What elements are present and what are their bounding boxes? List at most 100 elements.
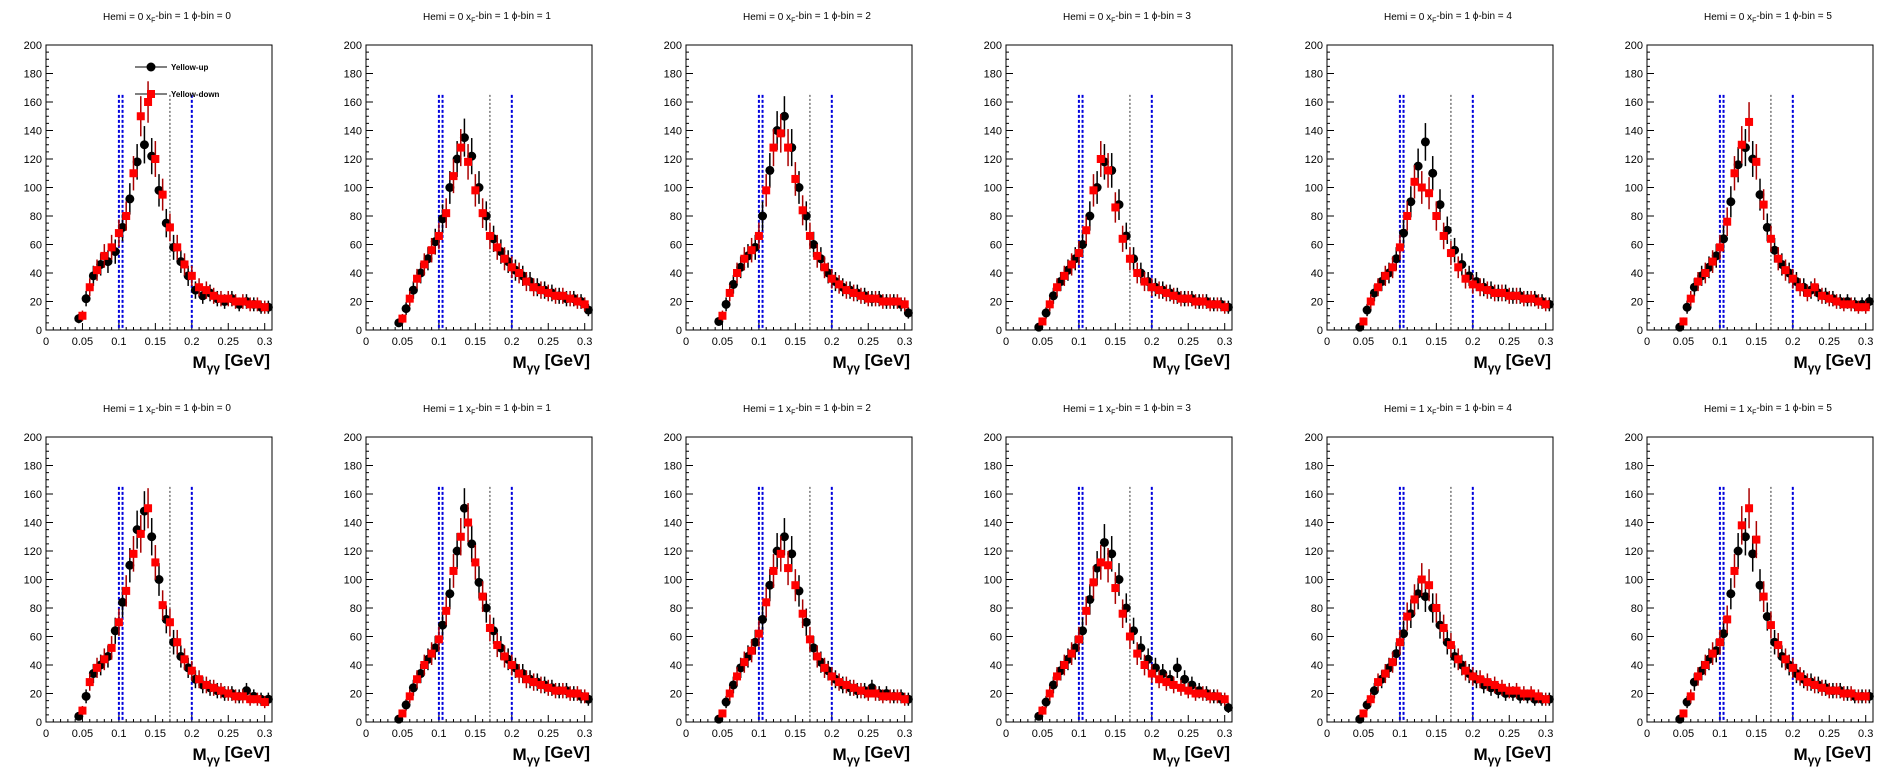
x-tick-label: 0.15 [465,336,486,348]
subscript-text: F [791,17,795,24]
y-tick-label: 140 [1625,518,1643,530]
yellow-down-point [427,246,436,255]
yellow-down-point [551,686,560,695]
subscript-text: γγ [1808,753,1822,767]
yellow-down-point [478,209,487,218]
yellow-down-point [1140,277,1149,286]
yellow-up-point [481,603,491,613]
y-tick-label: 160 [1625,489,1643,501]
y-tick-label: 140 [344,518,362,530]
x-axis-label: Mγγ [GeV] [1794,743,1871,767]
x-tick-label: 0.3 [897,336,912,348]
y-tick-label: 120 [984,154,1002,166]
yellow-down-point [100,655,109,664]
yellow-down-point [1374,678,1383,687]
y-tick-label: 80 [670,211,682,223]
x-tick-label: 0 [1644,728,1650,740]
yellow-up-point [1085,211,1095,221]
label-text: [GeV] [540,743,590,762]
y-tick-label: 20 [1631,297,1643,309]
x-tick-label: 0.2 [504,728,519,740]
yellow-down-point [718,311,727,320]
x-tick-label: 0.2 [1465,728,1480,740]
yellow-down-point [1191,689,1200,698]
x-tick-label: 0.05 [1032,336,1053,348]
y-tick-label: 140 [984,518,1002,530]
yellow-down-point [1774,254,1783,263]
yellow-down-point [522,277,531,286]
yellow-down-point [1133,649,1142,658]
yellow-down-point [93,266,102,275]
y-tick-label: 0 [1317,717,1323,729]
y-tick-label: 80 [350,211,362,223]
y-tick-label: 200 [664,40,682,52]
y-tick-label: 80 [670,603,682,615]
yellow-down-point [813,251,822,260]
subscript-text: F [471,17,475,24]
yellow-down-point [1752,157,1761,166]
yellow-down-point [1766,621,1775,630]
yellow-down-point [485,623,494,632]
x-tick-label: 0.15 [1426,728,1447,740]
yellow-up-point [1107,549,1117,559]
y-tick-label: 180 [1305,69,1323,81]
yellow-down-point [551,291,560,300]
yellow-down-point [573,297,582,306]
y-tick-label: 100 [984,575,1002,587]
yellow-down-point [1737,140,1746,149]
x-tick-label: 0.3 [1538,728,1553,740]
yellow-up-point [721,697,731,707]
y-tick-label: 60 [30,240,42,252]
yellow-down-point [1708,257,1717,266]
yellow-down-point [1060,271,1069,280]
yellow-down-point [500,652,509,661]
yellow-down-point [573,689,582,698]
y-tick-label: 20 [1631,689,1643,701]
subscript-text: γγ [207,361,221,375]
yellow-down-point [1541,695,1550,704]
yellow-down-point [1512,291,1521,300]
x-tick-label: 0 [363,336,369,348]
yellow-down-point [740,658,749,667]
yellow-down-point [1497,288,1506,297]
yellow-up-point [125,560,135,570]
x-tick-label: 0 [1644,336,1650,348]
x-tick-label: 0.2 [1785,728,1800,740]
x-tick-label: 0.3 [577,336,592,348]
yellow-up-point [765,580,775,590]
x-tick-label: 0.2 [504,336,519,348]
y-tick-label: 180 [984,69,1002,81]
yellow-down-point [449,566,458,575]
yellow-down-point [1759,592,1768,601]
yellow-down-point [558,686,567,695]
yellow-down-point [1461,666,1470,675]
yellow-down-point [1206,300,1215,309]
yellow-down-point [1825,686,1834,695]
y-tick-label: 200 [24,40,42,52]
yellow-down-point [238,692,247,701]
yellow-up-point [1391,254,1401,264]
yellow-down-point [1381,271,1390,280]
yellow-down-point [151,558,160,567]
x-tick-label: 0.15 [1746,728,1767,740]
label-text: M [193,353,207,372]
yellow-down-point [1038,317,1047,326]
yellow-down-point [791,174,800,183]
yellow-up-point [132,157,142,167]
yellow-up-point [1719,629,1729,639]
y-tick-label: 140 [24,126,42,138]
y-tick-label: 0 [1637,717,1643,729]
yellow-up-point [728,279,738,289]
yellow-up-point [452,546,462,556]
yellow-down-point [1184,686,1193,695]
yellow-down-point [253,300,262,309]
yellow-down-point [144,504,153,513]
yellow-down-point [1737,521,1746,530]
yellow-down-point [122,586,131,595]
x-tick-label: 0.2 [1144,336,1159,348]
y-tick-label: 60 [1311,632,1323,644]
yellow-up-point [445,589,455,599]
x-tick-label: 0.2 [1144,728,1159,740]
yellow-down-point [1104,166,1113,175]
yellow-down-point [1461,274,1470,283]
